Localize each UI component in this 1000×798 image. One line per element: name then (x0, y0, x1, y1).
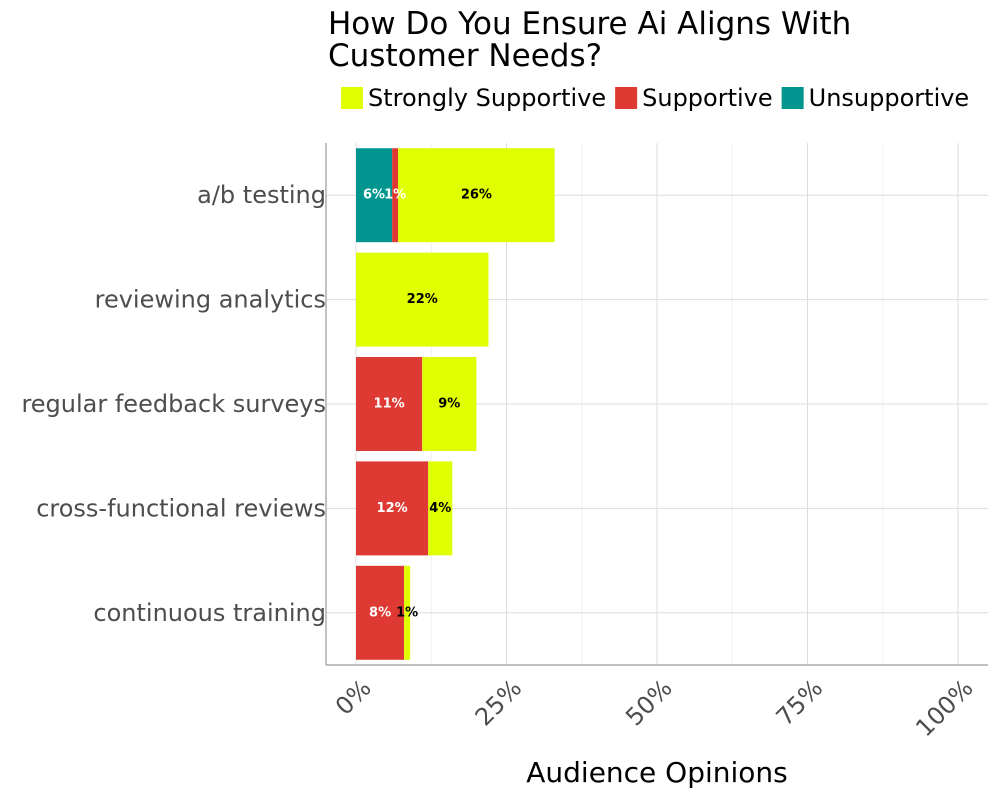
x-axis-title: Audience Opinions (526, 756, 788, 789)
x-tick-labels: 0% 25% 50% 75% 100% (330, 674, 979, 742)
legend-label-unsupportive: Unsupportive (809, 84, 970, 112)
bar-a-b-testing-unsupportive (356, 148, 393, 243)
category-labels: a/b testing reviewing analytics regular fe… (21, 181, 326, 627)
data-label-continuous-training-supportive: 8% (369, 605, 391, 620)
data-label-a-b-testing-strongly-supportive: 26% (461, 188, 492, 203)
data-label-cross-functional-reviews-supportive: 12% (377, 501, 408, 516)
legend-label-strongly-supportive: Strongly Supportive (368, 84, 606, 112)
bar-cross-functional-reviews-supportive (356, 461, 429, 556)
legend-label-supportive: Supportive (642, 84, 773, 112)
category-label-a-b-testing: a/b testing (197, 181, 326, 209)
data-label-reviewing-analytics-strongly-supportive: 22% (407, 292, 438, 307)
category-label-reviewing-analytics: reviewing analytics (95, 286, 326, 314)
data-label-continuous-training-strongly-supportive: 1% (396, 605, 418, 620)
category-label-continuous-training: continuous training (93, 599, 326, 627)
data-labels: 6%1% 26%22%11% 9%12% 4%8% 1% (363, 188, 492, 621)
data-label-a-b-testing-supportive: 1% (384, 188, 406, 203)
data-label-regular-feedback-surveys-supportive: 11% (374, 397, 405, 412)
x-tick-label-25: 25% (470, 674, 528, 732)
bars (356, 148, 555, 660)
legend-swatch-strongly-supportive (341, 87, 363, 109)
bar-regular-feedback-surveys-supportive (356, 357, 423, 451)
bar-regular-feedback-surveys-strongly-supportive (422, 357, 477, 451)
plot-area: 6%1% 26%22%11% 9%12% 4%8% 1% (325, 143, 988, 666)
chart-title-line-1: How Do You Ensure Ai Aligns With (328, 6, 851, 42)
x-tick-label-0: 0% (330, 674, 377, 721)
chart-title-line-2: Customer Needs? (328, 38, 602, 74)
bar-reviewing-analytics-strongly-supportive (356, 252, 489, 347)
category-label-cross-functional-reviews: cross-functional reviews (36, 494, 326, 522)
category-label-regular-feedback-surveys: regular feedback surveys (21, 390, 326, 418)
data-label-regular-feedback-surveys-strongly-supportive: 9% (438, 397, 460, 412)
legend-swatch-unsupportive (781, 87, 804, 109)
x-tick-label-100: 100% (910, 674, 978, 742)
chart-title: How Do You Ensure Ai Aligns With Custome… (328, 6, 851, 74)
x-tick-label-75: 75% (771, 674, 829, 732)
bar-continuous-training-strongly-supportive (404, 565, 411, 660)
data-label-cross-functional-reviews-strongly-supportive: 4% (429, 501, 451, 516)
bar-cross-functional-reviews-strongly-supportive (428, 461, 453, 556)
x-tick-label-50: 50% (620, 674, 678, 732)
bar-a-b-testing-supportive (392, 148, 399, 243)
legend: Strongly Supportive Supportive Unsupportiv… (341, 84, 969, 112)
bar-continuous-training-supportive (356, 565, 405, 660)
bar-a-b-testing-strongly-supportive (398, 148, 555, 243)
legend-swatch-supportive (615, 87, 638, 109)
data-label-a-b-testing-unsupportive: 6% (363, 188, 385, 203)
